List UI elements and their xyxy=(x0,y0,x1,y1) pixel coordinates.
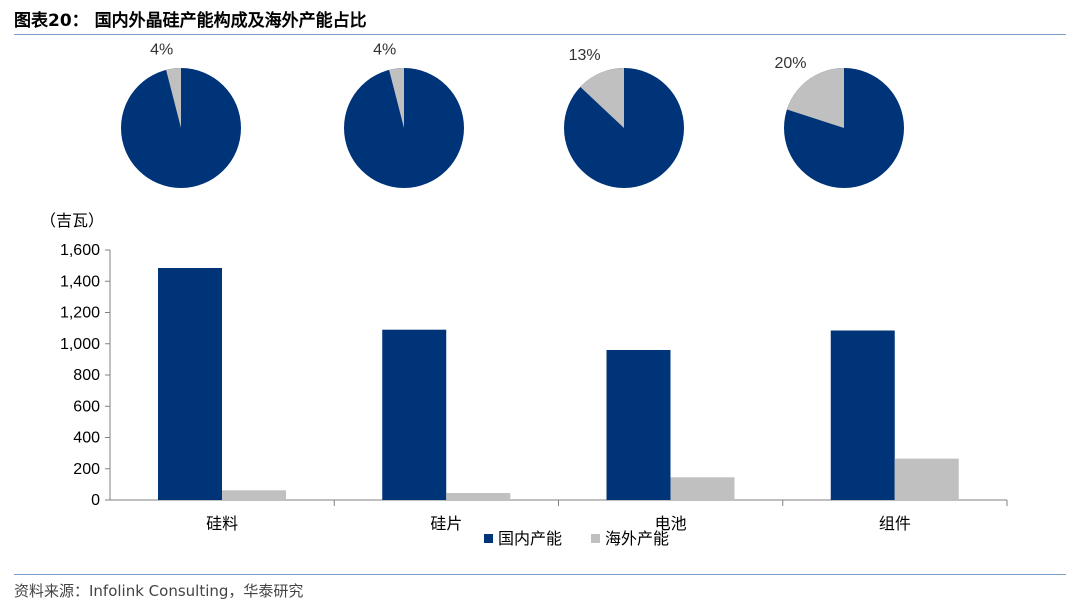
x-tick-label: 电池 xyxy=(655,514,687,533)
bar-overseas-2 xyxy=(446,493,511,500)
bar-domestic-1 xyxy=(158,268,222,500)
chart-title: 图表20： 国内外晶硅产能构成及海外产能占比 xyxy=(14,11,367,31)
legend-swatch-1 xyxy=(484,534,493,543)
y-tick-label: 200 xyxy=(73,461,100,478)
bar-overseas-3 xyxy=(670,477,735,500)
legend-label-1: 国内产能 xyxy=(498,529,562,548)
top-divider xyxy=(14,34,1066,35)
pie-overseas-label-2: 4% xyxy=(373,42,396,59)
pie-overseas-label-4: 20% xyxy=(774,55,806,72)
y-axis-unit: （吉瓦） xyxy=(40,211,104,230)
x-tick-label: 硅片 xyxy=(430,514,462,533)
y-tick-label: 0 xyxy=(91,492,100,509)
source-note: 资料来源：Infolink Consulting，华泰研究 xyxy=(14,582,304,600)
pie-overseas-label-3: 13% xyxy=(569,47,601,64)
x-tick-label: 组件 xyxy=(879,514,911,533)
pie-overseas-slice-4 xyxy=(786,68,844,128)
legend-label-2: 海外产能 xyxy=(605,529,669,548)
y-tick-label: 1,600 xyxy=(60,242,100,259)
x-tick-label: 硅料 xyxy=(206,514,238,533)
pie-overseas-slice-3 xyxy=(580,68,624,128)
y-tick-label: 800 xyxy=(73,367,100,384)
bar-domestic-3 xyxy=(606,350,671,500)
y-tick-label: 1,000 xyxy=(60,336,100,353)
bar-overseas-4 xyxy=(894,458,959,500)
y-tick-label: 1,400 xyxy=(60,273,100,290)
bar-domestic-2 xyxy=(382,329,447,500)
pie-overseas-slice-1 xyxy=(166,68,181,128)
bottom-divider xyxy=(14,574,1066,575)
y-tick-label: 1,200 xyxy=(60,305,100,322)
pie-overseas-slice-2 xyxy=(389,68,404,128)
y-tick-label: 600 xyxy=(73,398,100,415)
bar-domestic-4 xyxy=(830,330,895,500)
y-tick-label: 400 xyxy=(73,430,100,447)
bar-overseas-1 xyxy=(222,490,286,500)
pie-overseas-label-1: 4% xyxy=(150,42,173,59)
legend-swatch-2 xyxy=(591,534,600,543)
